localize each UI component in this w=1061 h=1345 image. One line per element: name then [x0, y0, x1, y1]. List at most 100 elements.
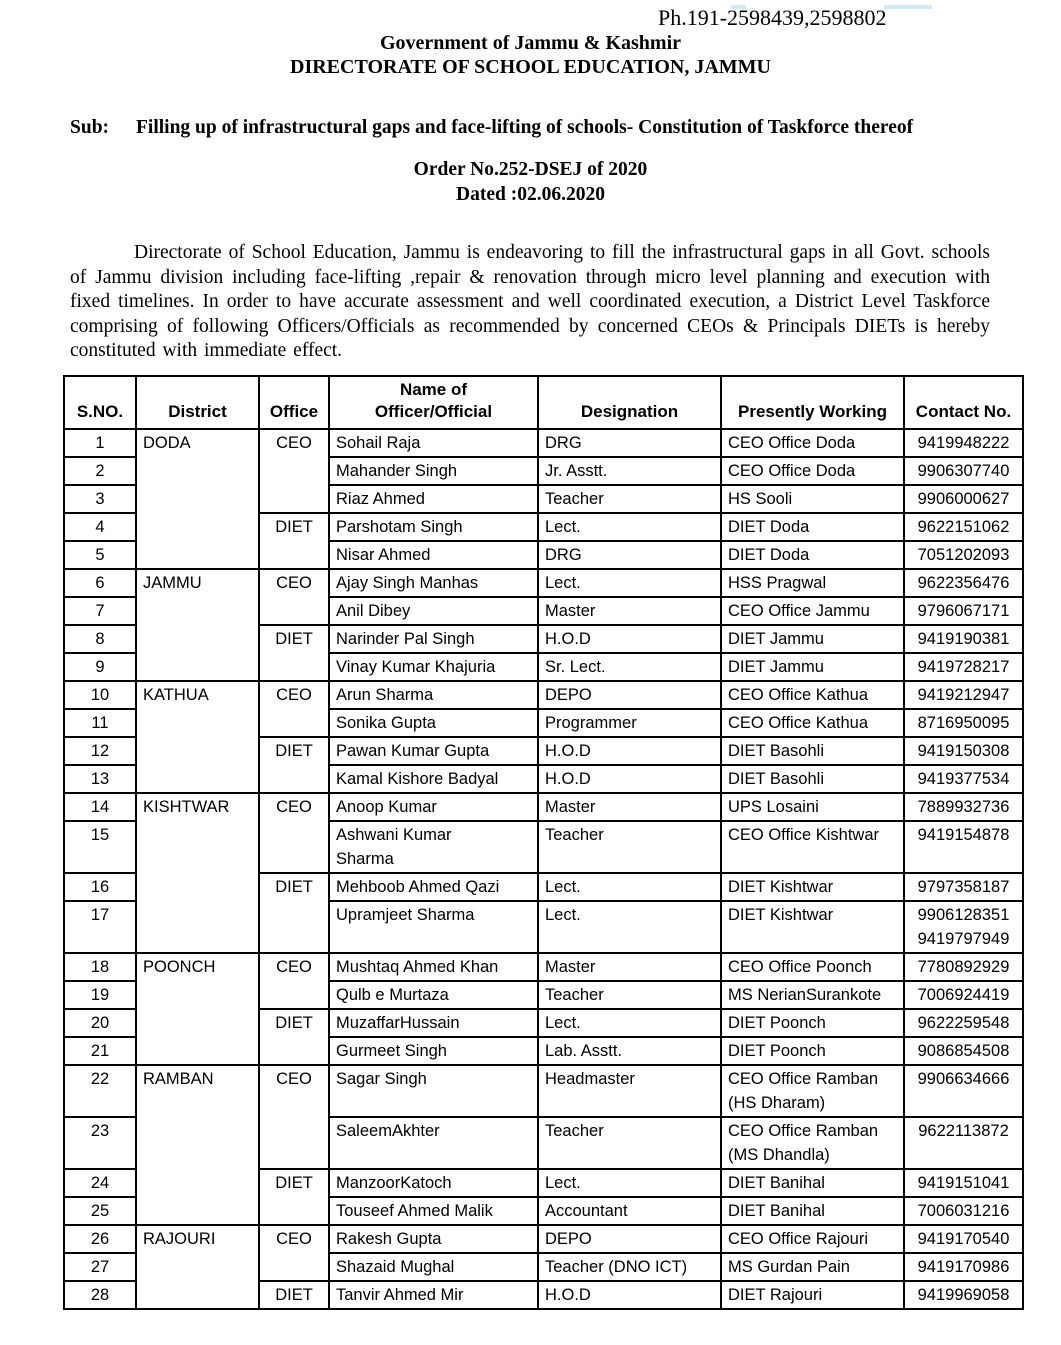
- subject-text: Filling up of infrastructural gaps and f…: [136, 117, 914, 138]
- presently-working-cell: CEO Office Doda: [720, 427, 905, 458]
- table-row: 3 Riaz Ahmed Teacher HS Sooli 9906000627: [63, 483, 1024, 514]
- presently-working-cell: DIET Kishtwar: [720, 899, 905, 954]
- column-header-office: Office: [258, 374, 330, 430]
- contact-cell: 9796067171: [903, 595, 1024, 626]
- sno-cell: 1: [63, 427, 137, 458]
- presently-working-cell: DIET Jammu: [720, 623, 905, 654]
- officer-name-cell: Ajay Singh Manhas: [328, 567, 539, 598]
- table-row: 13 Kamal Kishore Badyal H.O.D DIET Basohli 9…: [63, 763, 1024, 794]
- scan-artifact: [884, 5, 932, 9]
- sno-cell: 23: [63, 1115, 137, 1170]
- table-row: 21 Gurmeet Singh Lab. Asstt. DIET Poonch 908…: [63, 1035, 1024, 1066]
- contact-cell: 9906307740: [903, 455, 1024, 486]
- designation-cell: Teacher: [537, 979, 722, 1010]
- table-row: 20 DIET MuzaffarHussain Lect. DIET Poonch 962…: [63, 1007, 1024, 1066]
- designation-cell: H.O.D: [537, 1279, 722, 1310]
- officer-name-cell: Mehboob Ahmed Qazi: [328, 871, 539, 902]
- officer-name-cell: Vinay Kumar Khajuria: [328, 651, 539, 682]
- designation-cell: Master: [537, 791, 722, 822]
- contact-cell: 9419154878: [903, 819, 1024, 874]
- presently-working-cell: CEO Office Ramban (MS Dhandla): [720, 1115, 905, 1170]
- officer-name-cell: Anoop Kumar: [328, 791, 539, 822]
- table-row: 18 POONCH CEO Mushtaq Ahmed Khan Master CEO O…: [63, 951, 1024, 1066]
- column-header-contact: Contact No.: [903, 374, 1024, 430]
- contact-cell: 9419190381: [903, 623, 1024, 654]
- table-row: 5 Nisar Ahmed DRG DIET Doda 7051202093: [63, 539, 1024, 570]
- office-cell: DIET: [258, 1167, 330, 1226]
- sno-cell: 21: [63, 1035, 137, 1066]
- contact-cell: 9906128351 9419797949: [903, 899, 1024, 954]
- officer-name-cell: Rakesh Gupta: [328, 1223, 539, 1254]
- officer-name-cell: Mushtaq Ahmed Khan: [328, 951, 539, 982]
- designation-cell: Teacher (DNO ICT): [537, 1251, 722, 1282]
- district-cell: KATHUA: [135, 679, 260, 794]
- presently-working-cell: CEO Office Ramban (HS Dharam): [720, 1063, 905, 1118]
- officer-name-cell: MuzaffarHussain: [328, 1007, 539, 1038]
- table-row: 2 Mahander Singh Jr. Asstt. CEO Office Doda…: [63, 455, 1024, 486]
- order-number: Order No.252-DSEJ of 2020: [413, 159, 648, 180]
- district-cell: JAMMU: [135, 567, 260, 682]
- presently-working-cell: DIET Doda: [720, 511, 905, 542]
- contact-cell: 9906000627: [903, 483, 1024, 514]
- contact-cell: 9419728217: [903, 651, 1024, 682]
- contact-cell: 7006031216: [903, 1195, 1024, 1226]
- table-row: 8 DIET Narinder Pal Singh H.O.D DIET Jammu 94…: [63, 623, 1024, 682]
- scan-artifact: [731, 5, 746, 9]
- office-cell: CEO: [258, 679, 330, 738]
- contact-cell: 9086854508: [903, 1035, 1024, 1066]
- officer-name-cell: Ashwani Kumar Sharma: [328, 819, 539, 874]
- presently-working-cell: HS Sooli: [720, 483, 905, 514]
- order-date: Dated :02.06.2020: [456, 184, 605, 205]
- table-row: 15 Ashwani Kumar Sharma Teacher CEO Office …: [63, 819, 1024, 874]
- presently-working-cell: DIET Poonch: [720, 1035, 905, 1066]
- table-row: 26 RAJOURI CEO Rakesh Gupta DEPO CEO Office R…: [63, 1223, 1024, 1310]
- contact-cell: 7889932736: [903, 791, 1024, 822]
- designation-cell: Lect.: [537, 511, 722, 542]
- sno-cell: 12: [63, 735, 137, 766]
- contact-cell: 7006924419: [903, 979, 1024, 1010]
- presently-working-cell: CEO Office Jammu: [720, 595, 905, 626]
- table-row: 16 DIET Mehboob Ahmed Qazi Lect. DIET Kishtw…: [63, 871, 1024, 954]
- office-cell: CEO: [258, 951, 330, 1010]
- sno-cell: 20: [63, 1007, 137, 1038]
- presently-working-cell: CEO Office Poonch: [720, 951, 905, 982]
- office-cell: CEO: [258, 1063, 330, 1170]
- designation-cell: Lect.: [537, 1007, 722, 1038]
- presently-working-cell: CEO Office Kishtwar: [720, 819, 905, 874]
- contact-cell: 7051202093: [903, 539, 1024, 570]
- district-cell: POONCH: [135, 951, 260, 1066]
- sno-cell: 10: [63, 679, 137, 710]
- column-header-name: Name of Officer/Official: [328, 374, 539, 430]
- sno-cell: 25: [63, 1195, 137, 1226]
- officer-name-cell: Gurmeet Singh: [328, 1035, 539, 1066]
- designation-cell: Lab. Asstt.: [537, 1035, 722, 1066]
- district-cell: RAMBAN: [135, 1063, 260, 1226]
- officer-name-cell: Kamal Kishore Badyal: [328, 763, 539, 794]
- presently-working-cell: DIET Kishtwar: [720, 871, 905, 902]
- designation-cell: DRG: [537, 427, 722, 458]
- presently-working-cell: CEO Office Kathua: [720, 679, 905, 710]
- contact-cell: 9622151062: [903, 511, 1024, 542]
- table-row: 12 DIET Pawan Kumar Gupta H.O.D DIET Basohli…: [63, 735, 1024, 794]
- contact-cell: 8716950095: [903, 707, 1024, 738]
- sno-cell: 26: [63, 1223, 137, 1254]
- office-cell: DIET: [258, 871, 330, 954]
- table-row: 11 Sonika Gupta Programmer CEO Office Kathu…: [63, 707, 1024, 738]
- contact-cell: 9419151041: [903, 1167, 1024, 1198]
- presently-working-cell: HSS Pragwal: [720, 567, 905, 598]
- office-cell: DIET: [258, 735, 330, 794]
- table-row: 14 KISHTWAR CEO Anoop Kumar Master UPS Losain…: [63, 791, 1024, 954]
- designation-cell: Lect.: [537, 899, 722, 954]
- table-row: 23 SaleemAkhter Teacher CEO Office Ramban (…: [63, 1115, 1024, 1170]
- sno-cell: 18: [63, 951, 137, 982]
- sno-cell: 4: [63, 511, 137, 542]
- sno-cell: 5: [63, 539, 137, 570]
- officer-name-cell: Nisar Ahmed: [328, 539, 539, 570]
- sno-cell: 3: [63, 483, 137, 514]
- officer-name-cell: Anil Dibey: [328, 595, 539, 626]
- table-row: 7 Anil Dibey Master CEO Office Jammu 9796067…: [63, 595, 1024, 626]
- contact-cell: 9419150308: [903, 735, 1024, 766]
- column-header-designation: Designation: [537, 374, 722, 430]
- table-row: 19 Qulb e Murtaza Teacher MS NerianSurankot…: [63, 979, 1024, 1010]
- sno-cell: 16: [63, 871, 137, 902]
